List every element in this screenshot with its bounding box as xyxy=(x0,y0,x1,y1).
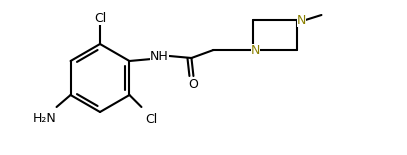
Text: N: N xyxy=(297,13,306,27)
Text: NH: NH xyxy=(150,49,169,62)
Text: N: N xyxy=(251,44,260,57)
Text: Cl: Cl xyxy=(94,11,106,24)
Text: Cl: Cl xyxy=(145,113,158,126)
Text: H₂N: H₂N xyxy=(33,113,57,126)
Text: O: O xyxy=(188,78,198,91)
